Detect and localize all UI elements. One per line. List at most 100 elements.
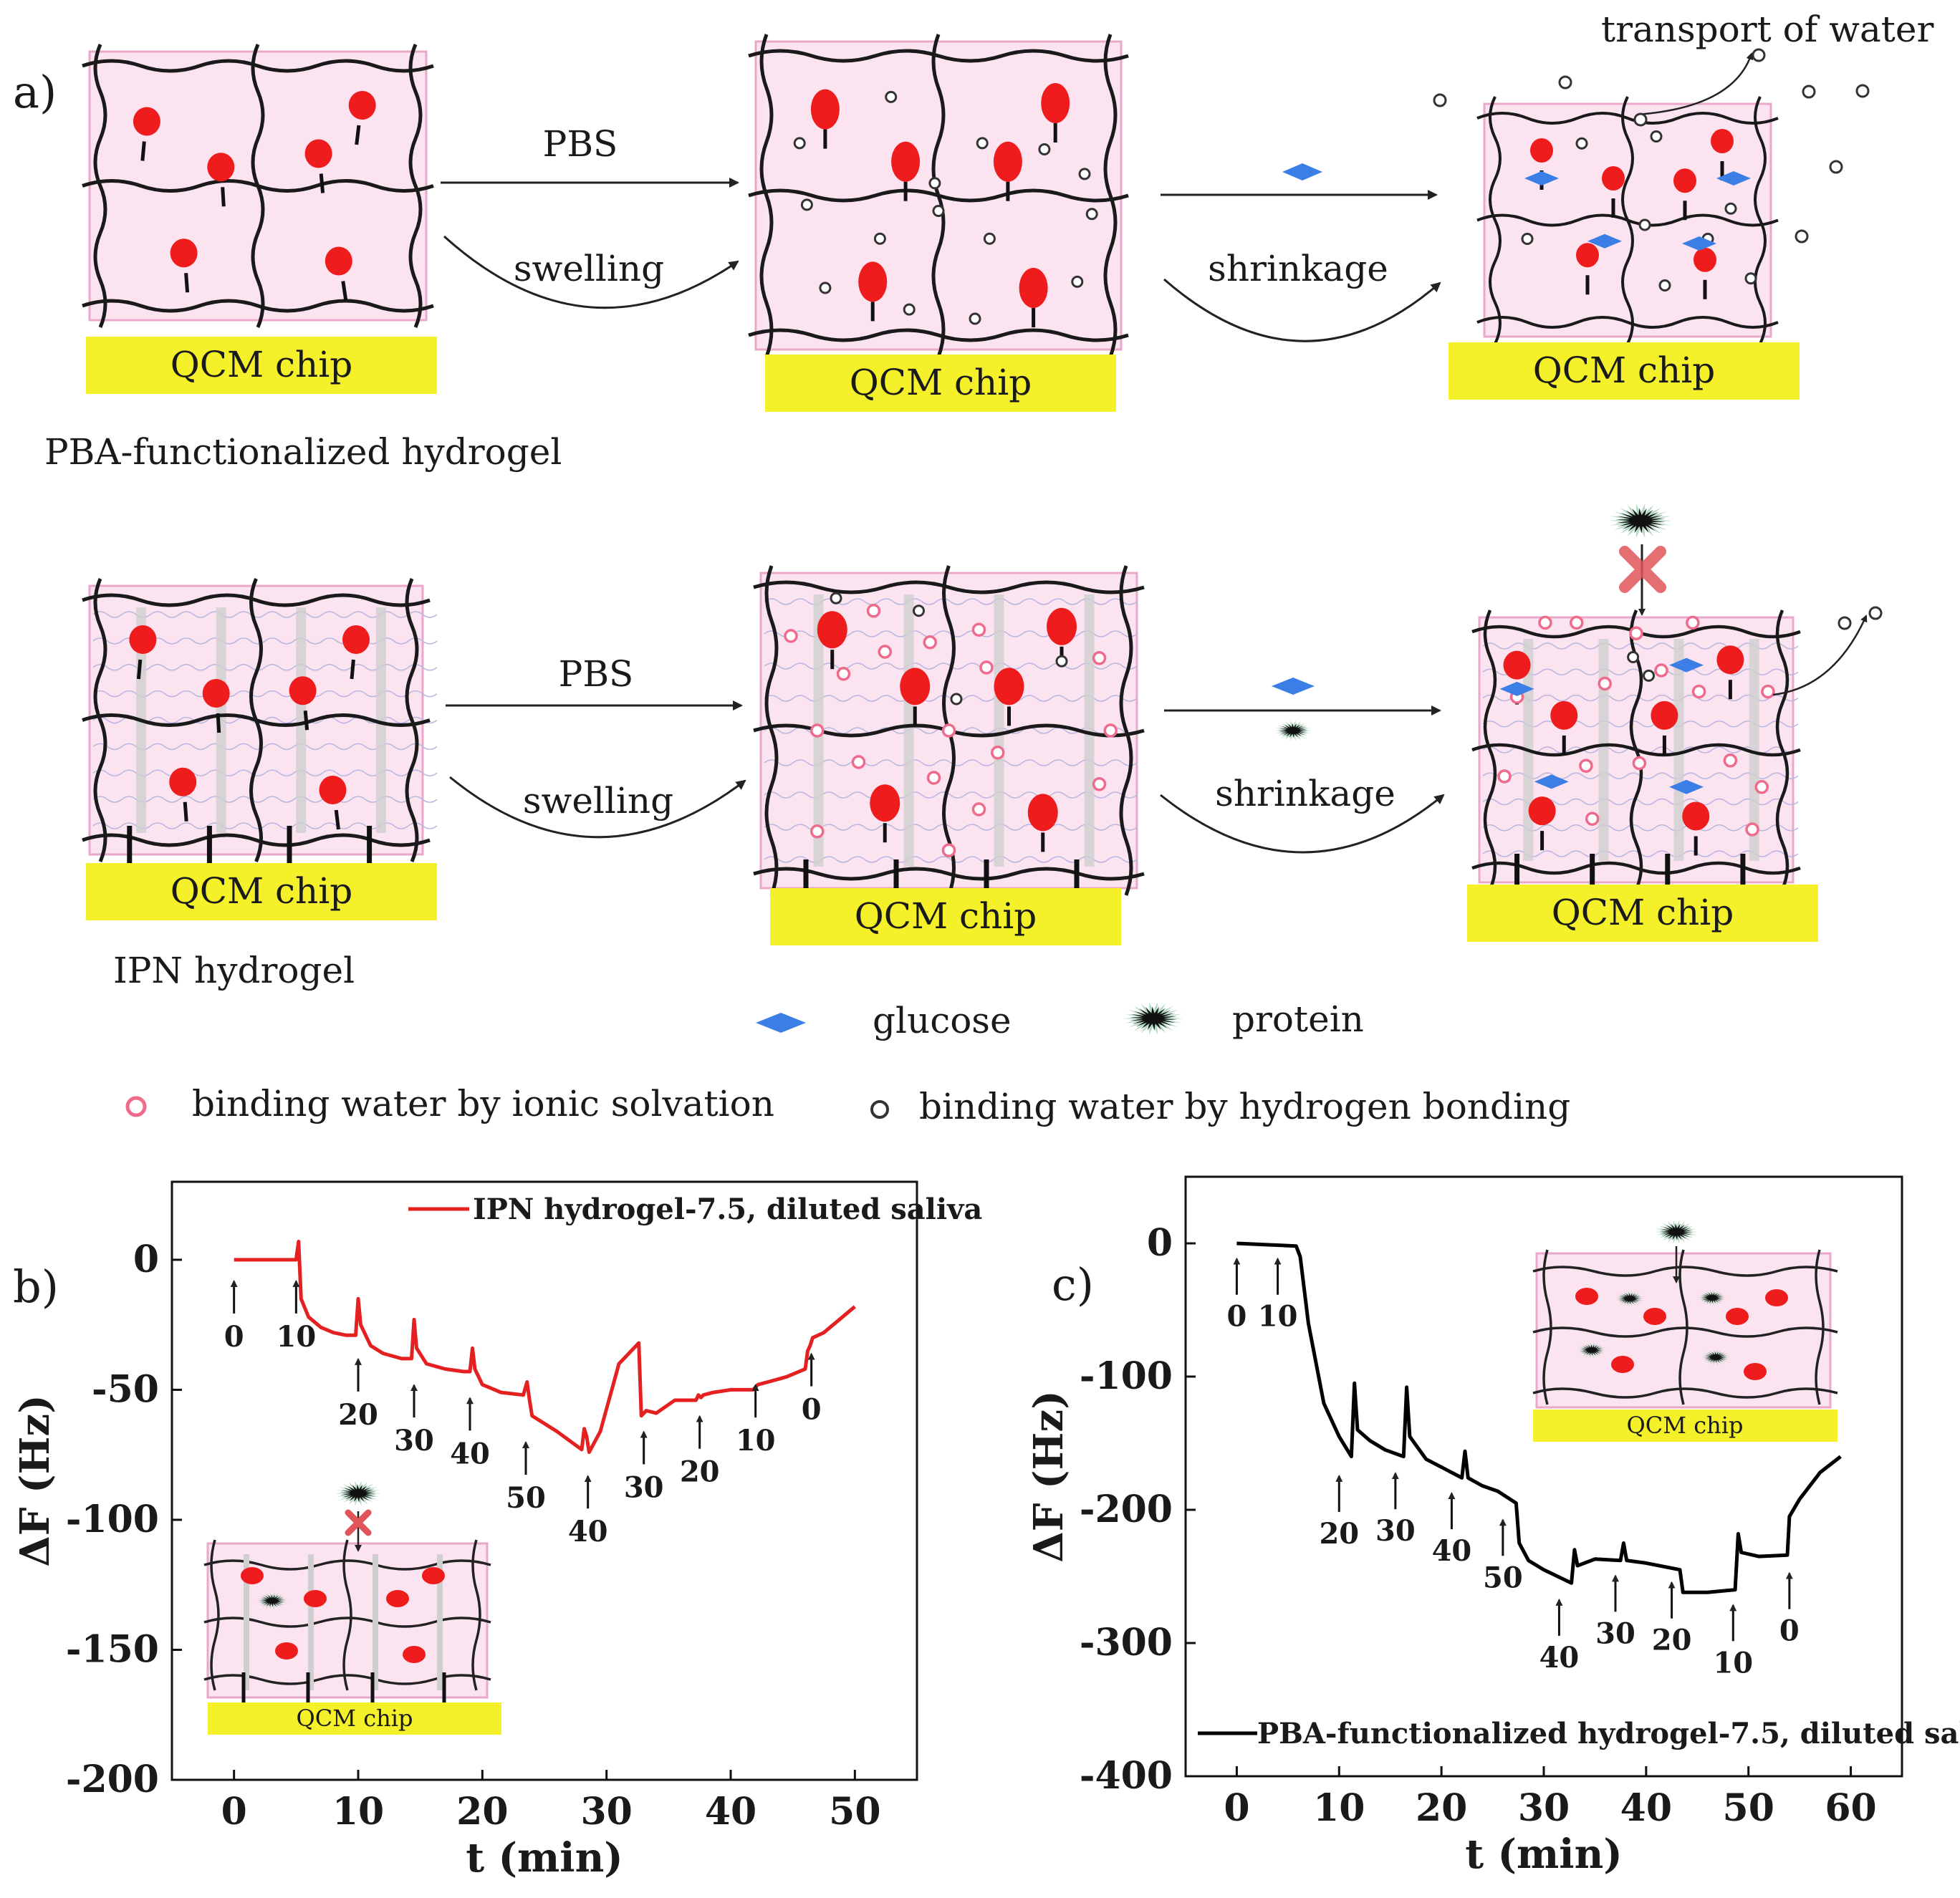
ionic-water xyxy=(878,645,892,659)
qcm-chip-label: QCM chip xyxy=(855,895,1037,937)
step-label: 40 xyxy=(1432,1534,1472,1568)
ipn-strand xyxy=(1482,694,1799,702)
ipn-bar xyxy=(373,1554,378,1690)
x-tick-label: 40 xyxy=(705,1790,756,1834)
water-molecule xyxy=(950,693,963,705)
shrinkage-arrow-1 xyxy=(1163,278,1441,342)
glucose-icon xyxy=(1682,236,1716,251)
network-strand xyxy=(931,34,946,357)
gel-ipn-dry: QCM chip xyxy=(82,578,438,920)
pba-bead xyxy=(133,107,160,136)
pba-bead xyxy=(1530,138,1553,163)
network-strand xyxy=(1476,316,1779,329)
protein-icon xyxy=(1123,1002,1183,1035)
protein-core xyxy=(1129,1006,1178,1031)
gel-ipn-swollen: QCM chip xyxy=(753,565,1145,945)
legend-glucose: glucose xyxy=(873,1000,1012,1041)
ionic-water xyxy=(923,635,937,650)
qcm-chip xyxy=(86,863,437,920)
ionic-water xyxy=(979,660,994,675)
glucose-icon xyxy=(1282,163,1322,180)
ionic-water xyxy=(784,629,798,643)
bead-linker xyxy=(319,173,325,193)
glucose-icon xyxy=(1716,171,1751,186)
ionic-water xyxy=(991,746,1005,760)
legend-label: PBA-functionalized hydrogel-7.5, diluted… xyxy=(1257,1717,1960,1750)
qcm-chip-label: QCM chip xyxy=(297,1705,413,1732)
ipn-bar xyxy=(244,1554,249,1690)
protein-icon-arrow xyxy=(1274,720,1312,741)
ipn-strand xyxy=(764,759,1138,766)
inset-b: QCM chip xyxy=(203,1480,501,1735)
step-label: 20 xyxy=(338,1398,378,1432)
swelling-label-2: swelling xyxy=(523,780,673,822)
ionic-water xyxy=(1103,723,1118,738)
ionic-water xyxy=(1654,663,1668,678)
pba-bead xyxy=(994,668,1024,705)
network-strand xyxy=(759,34,774,357)
pba-bead xyxy=(817,611,847,649)
step-label: 40 xyxy=(568,1515,608,1548)
ionic-water xyxy=(810,723,825,738)
network-strand xyxy=(1775,610,1790,890)
glucose-icon xyxy=(1587,233,1622,249)
water-molecule xyxy=(983,232,996,245)
network-strand xyxy=(1476,112,1779,125)
network-strand xyxy=(342,1539,352,1691)
pba-bead xyxy=(403,1646,426,1663)
network-strand xyxy=(1542,1249,1552,1405)
ipn-strand xyxy=(1482,642,1799,650)
legend-protein-icon xyxy=(1123,1002,1183,1035)
water-molecule xyxy=(1868,606,1883,620)
x-tick-label: 10 xyxy=(332,1790,384,1834)
glucose-icon xyxy=(1524,171,1559,186)
pba-bead xyxy=(1503,650,1531,680)
ionic-water xyxy=(941,843,956,857)
network-strand xyxy=(748,328,1129,342)
x-tick-label: 20 xyxy=(1416,1786,1467,1830)
network-strand xyxy=(93,44,107,328)
step-label: 20 xyxy=(1319,1517,1359,1551)
step-label: 30 xyxy=(1375,1514,1416,1548)
step-label: 40 xyxy=(1539,1641,1580,1675)
ionic-water xyxy=(1598,676,1612,691)
protein-icon xyxy=(1274,720,1312,741)
pba-bead xyxy=(810,89,840,130)
ipn-bar xyxy=(1084,594,1095,867)
glucose-icon-2 xyxy=(1272,678,1315,695)
ionic-water xyxy=(1497,769,1512,784)
qcm-chip-label: QCM chip xyxy=(1552,892,1734,933)
network-strand xyxy=(471,1539,481,1691)
water-molecule xyxy=(1633,112,1648,127)
step-label: 30 xyxy=(394,1424,434,1458)
ionic-water xyxy=(1629,626,1643,640)
x-axis-label: t (min) xyxy=(1465,1831,1623,1878)
qcm-chip-label: QCM chip xyxy=(170,344,353,385)
protein-core xyxy=(1615,508,1666,534)
ionic-water xyxy=(1585,811,1600,826)
y-tick-label: -400 xyxy=(1080,1754,1173,1798)
x-axis-label: t (min) xyxy=(466,1834,623,1882)
bead-linker xyxy=(355,125,361,145)
water-molecule xyxy=(1078,168,1091,180)
pba-bead xyxy=(1041,83,1070,123)
y-tick-label: -50 xyxy=(92,1367,159,1411)
protein-icon xyxy=(256,1592,288,1609)
ionic-water xyxy=(1745,822,1759,837)
pba-bead xyxy=(1711,129,1734,153)
chart-b: 0 10 20 30 40 50 0 -50 -100 -150 -200 t (min) ΔF (Hz… xyxy=(11,1180,982,1882)
pba-bead xyxy=(1576,243,1599,268)
pba-bead xyxy=(275,1642,298,1659)
caption-ipn: IPN hydrogel xyxy=(113,950,355,991)
pba-bead xyxy=(1744,1363,1767,1380)
free-water-molecules xyxy=(1433,48,1870,244)
ionic-water xyxy=(1538,615,1552,630)
network-strand xyxy=(1483,610,1497,890)
protein-icon xyxy=(1609,504,1672,538)
step-label: 50 xyxy=(506,1481,546,1515)
x-tick-label: 60 xyxy=(1825,1786,1876,1830)
step-label: 40 xyxy=(450,1437,490,1470)
pba-bead xyxy=(891,141,921,182)
network-strand xyxy=(1471,861,1801,875)
glucose-icon xyxy=(1669,657,1704,673)
